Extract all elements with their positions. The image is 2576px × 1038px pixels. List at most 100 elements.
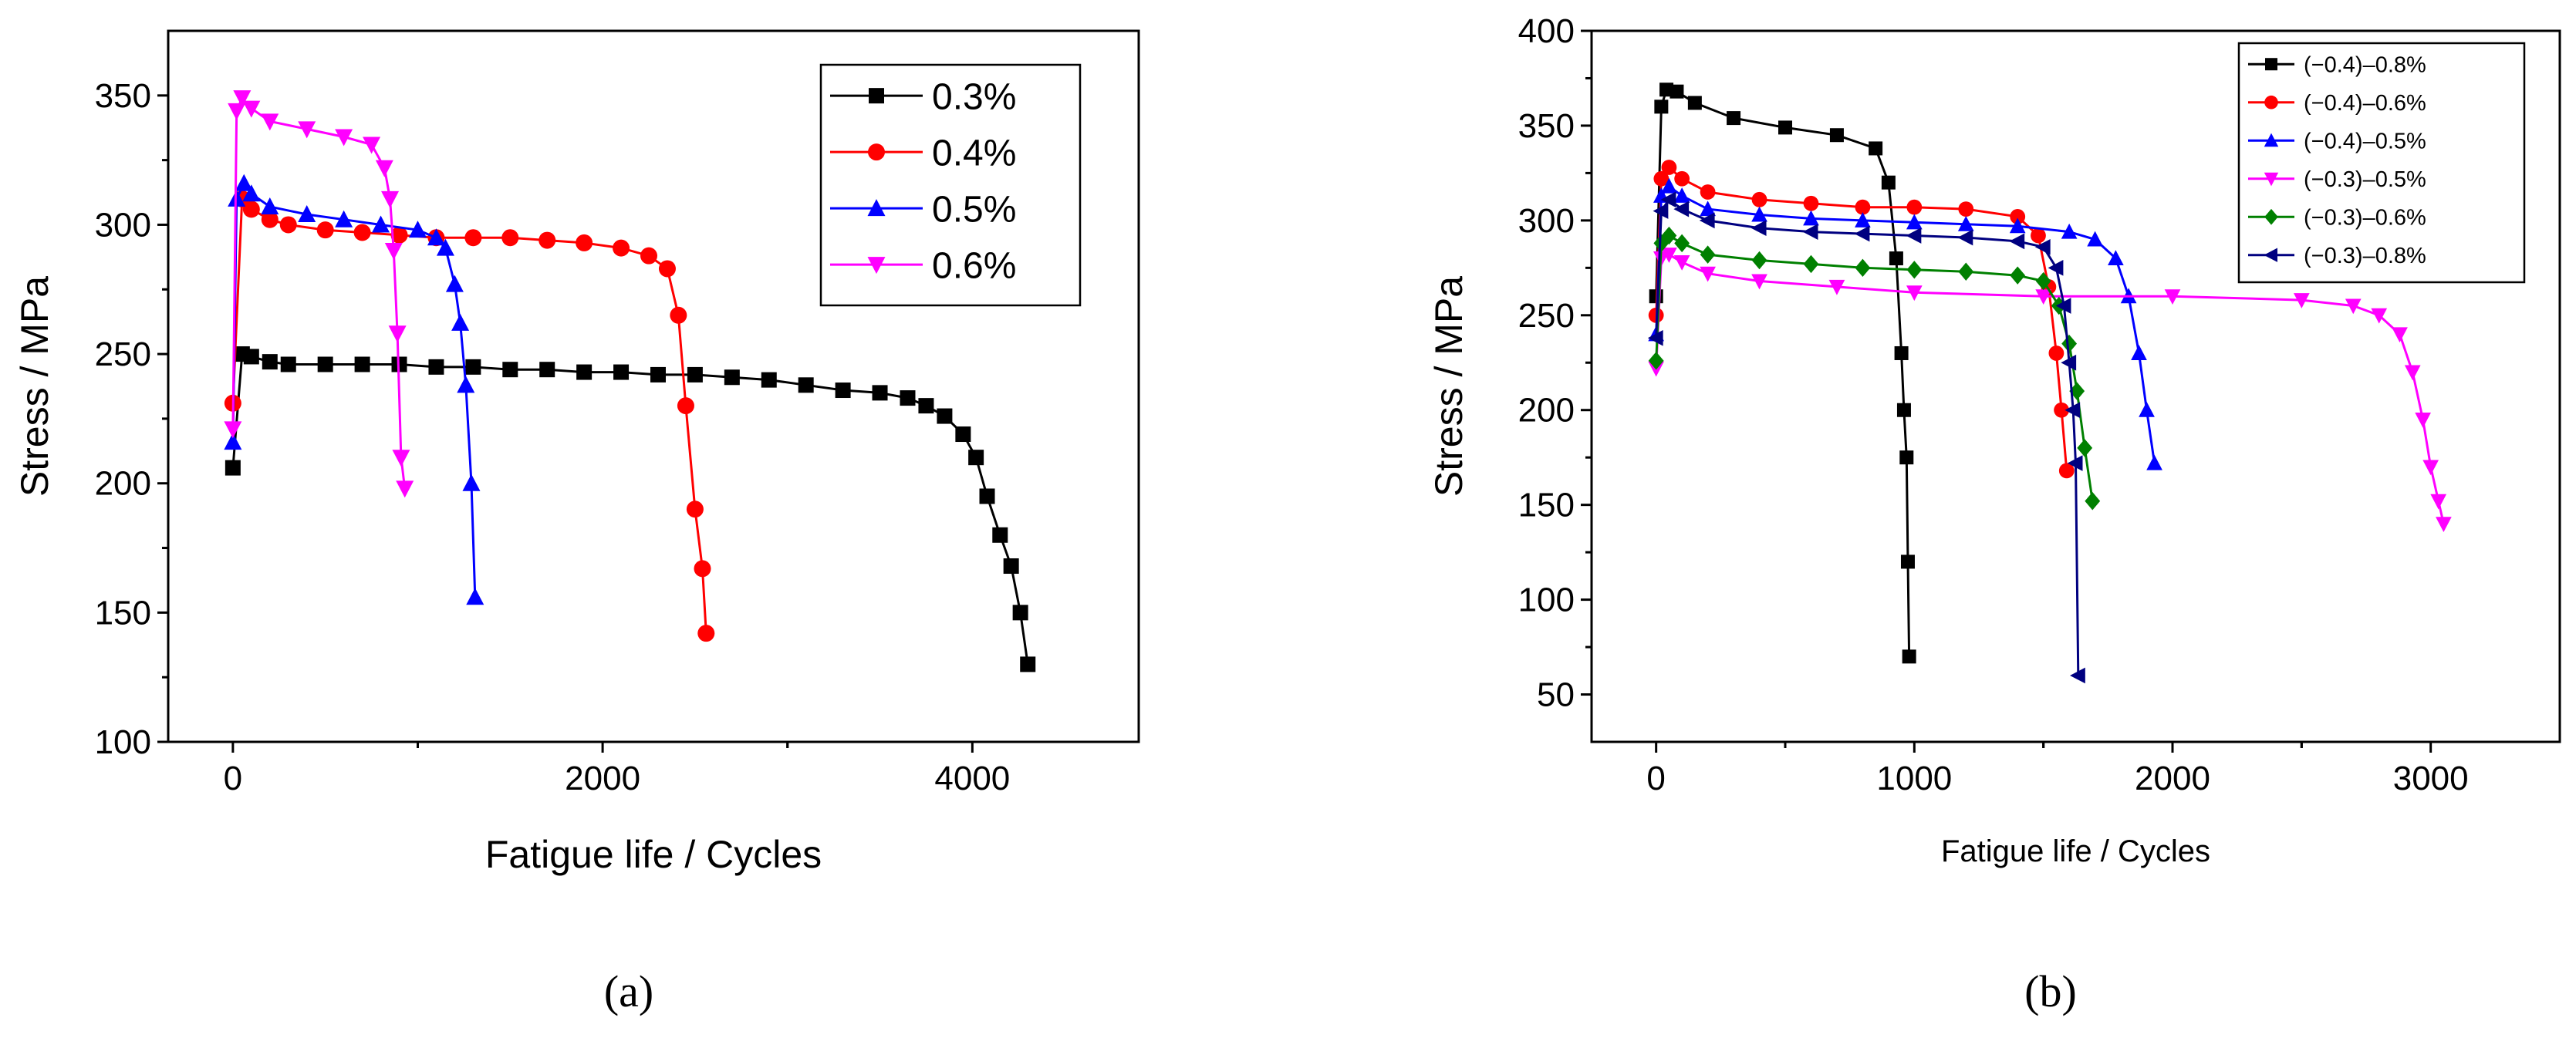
y-axis-label: Stress / MPa bbox=[13, 276, 56, 497]
x-axis-label: Fatigue life / Cycles bbox=[1941, 834, 2210, 868]
legend-marker bbox=[2264, 133, 2279, 147]
legend-box bbox=[2237, 42, 2526, 284]
legend-label: 0.4% bbox=[932, 133, 1016, 174]
data-point bbox=[1699, 212, 1715, 229]
data-point bbox=[316, 221, 334, 239]
x-tick-label: 1000 bbox=[1876, 760, 1952, 797]
data-point bbox=[640, 247, 658, 265]
series-(−0.3)–0.6% bbox=[1648, 226, 2101, 511]
data-point bbox=[262, 354, 278, 370]
data-point bbox=[1881, 175, 1896, 190]
data-point bbox=[1751, 206, 1767, 222]
data-point bbox=[2131, 345, 2147, 360]
data-point bbox=[243, 349, 259, 365]
data-point bbox=[1957, 215, 1974, 231]
y-tick-label: 350 bbox=[1518, 107, 1575, 145]
data-point bbox=[2010, 266, 2026, 285]
data-point bbox=[396, 480, 414, 498]
data-point bbox=[1700, 201, 1716, 217]
data-point bbox=[1673, 187, 1690, 203]
data-point bbox=[1674, 234, 1690, 253]
data-point bbox=[992, 527, 1008, 543]
series-(−0.3)–0.5% bbox=[1648, 248, 2452, 533]
data-point bbox=[298, 205, 316, 223]
data-point bbox=[1900, 554, 1915, 569]
data-point bbox=[1020, 656, 1036, 672]
data-point bbox=[2009, 233, 2025, 250]
y-axis-label: Stress / MPa bbox=[1427, 276, 1470, 497]
data-point bbox=[2009, 217, 2026, 234]
data-point bbox=[1653, 170, 1670, 187]
data-point bbox=[242, 100, 261, 118]
x-tick-label: 2000 bbox=[2135, 760, 2210, 797]
data-point bbox=[2077, 439, 2093, 457]
data-point bbox=[1906, 285, 1923, 302]
series-(−0.3)–0.8% bbox=[1647, 191, 2085, 684]
data-point bbox=[613, 364, 630, 380]
data-point bbox=[335, 129, 353, 147]
data-point bbox=[392, 450, 410, 467]
x-tick-label: 0 bbox=[224, 760, 242, 797]
legend-label: (−0.3)–0.8% bbox=[2304, 244, 2426, 268]
data-point bbox=[388, 325, 407, 343]
data-point bbox=[2069, 382, 2085, 400]
data-point bbox=[979, 488, 995, 504]
data-point bbox=[428, 359, 444, 375]
legend-marker bbox=[2264, 172, 2279, 187]
data-point bbox=[1700, 184, 1716, 200]
data-point bbox=[1003, 558, 1019, 575]
data-point bbox=[1803, 254, 1819, 274]
data-point bbox=[1869, 141, 1883, 156]
y-tick-label: 150 bbox=[1518, 487, 1575, 524]
data-point bbox=[408, 221, 427, 238]
data-point bbox=[384, 242, 403, 260]
data-point bbox=[1802, 224, 1818, 240]
data-point bbox=[466, 588, 484, 605]
data-point bbox=[464, 229, 482, 247]
data-point bbox=[2070, 667, 2085, 684]
x-axis-label: Fatigue life / Cycles bbox=[485, 833, 822, 876]
data-point bbox=[1727, 111, 1741, 126]
data-point bbox=[1751, 274, 1767, 290]
data-point bbox=[363, 136, 381, 154]
chart-panel-a: 0 2000 4000 100 150 200 250 300 350 Fatigue life … bbox=[13, 29, 1140, 1016]
y-tick-label: 100 bbox=[1518, 581, 1575, 619]
legend-marker bbox=[2264, 208, 2278, 225]
data-point bbox=[1854, 225, 1870, 242]
data-point bbox=[2392, 327, 2408, 343]
data-point bbox=[724, 369, 740, 386]
legend-marker bbox=[869, 88, 884, 104]
legend-label: 0.6% bbox=[932, 245, 1016, 286]
data-point bbox=[298, 121, 316, 139]
y-tick-label: 200 bbox=[1518, 392, 1575, 430]
data-point bbox=[317, 356, 333, 372]
data-point bbox=[2415, 413, 2431, 428]
data-point bbox=[694, 560, 711, 578]
legend-marker bbox=[867, 199, 886, 217]
series-(−0.4)–0.6% bbox=[1648, 160, 2075, 479]
data-point bbox=[1803, 195, 1819, 211]
data-point bbox=[1751, 191, 1767, 207]
y-tick-label: 250 bbox=[95, 335, 151, 373]
data-point bbox=[1889, 251, 1903, 266]
data-point bbox=[462, 474, 481, 491]
data-point bbox=[761, 372, 777, 388]
data-point bbox=[658, 260, 676, 278]
legend: (−0.4)–0.8% (−0.4)–0.6% (−0.4)–0.5% (−0.3)–… bbox=[2237, 42, 2526, 284]
data-point bbox=[427, 228, 445, 246]
data-point bbox=[2146, 454, 2162, 470]
series-line bbox=[231, 96, 407, 489]
data-point bbox=[390, 226, 408, 244]
data-point bbox=[2436, 517, 2452, 533]
series-(−0.4)–0.8% bbox=[1649, 83, 1916, 664]
data-point bbox=[2067, 455, 2083, 471]
data-point bbox=[335, 210, 353, 227]
data-point bbox=[539, 362, 555, 378]
panel-label: (a) bbox=[604, 966, 653, 1016]
data-point bbox=[445, 275, 464, 292]
data-point bbox=[233, 90, 252, 108]
data-point bbox=[2422, 460, 2439, 476]
data-point bbox=[1957, 229, 1973, 246]
y-tick-label: 150 bbox=[95, 594, 151, 632]
data-point bbox=[228, 103, 246, 120]
